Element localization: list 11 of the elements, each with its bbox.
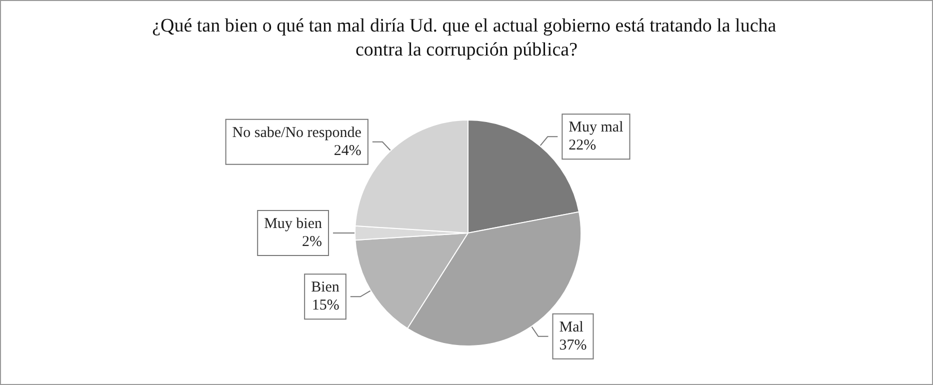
slice-label: No sabe/No responde — [232, 124, 362, 141]
data-label: 22% — [568, 138, 596, 154]
chart-title: ¿Qué tan bien o qué tan mal diría Ud. que el actual gobierno está tratando la lucha contra la corrupción pública? — [152, 16, 781, 60]
slice-label: Muy mal — [568, 120, 624, 136]
slice-label: Mal — [559, 319, 584, 336]
slice-label: Muy bien — [264, 216, 322, 232]
data-label: 24% — [334, 142, 362, 159]
data-label: 2% — [302, 234, 322, 250]
slice-label: Bien — [311, 280, 340, 296]
data-label: 15% — [312, 298, 340, 314]
data-label: 37% — [559, 337, 587, 354]
